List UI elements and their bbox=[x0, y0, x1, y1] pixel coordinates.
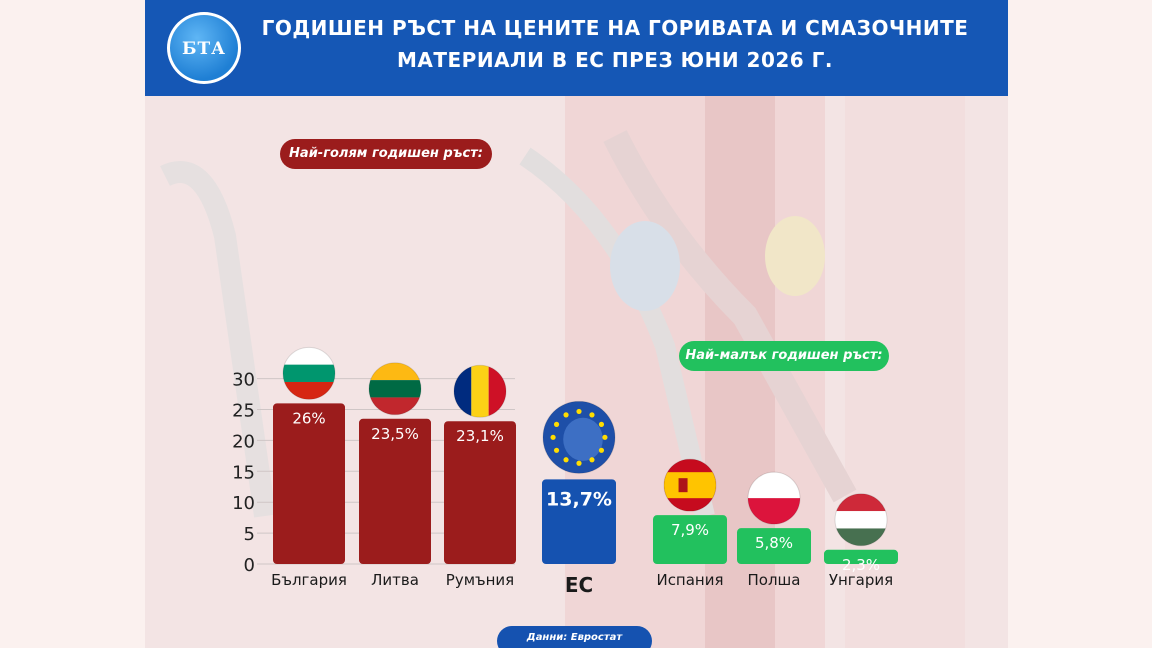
data-label: 26% bbox=[292, 409, 325, 427]
bar-lithuania bbox=[359, 418, 431, 564]
bar-poland bbox=[737, 528, 811, 564]
bar-romania bbox=[444, 421, 516, 564]
y-tick-label: 25 bbox=[232, 401, 255, 422]
spain-flag bbox=[663, 458, 717, 512]
x-tick-label: Румъния bbox=[446, 571, 514, 589]
bar-bulgaria bbox=[273, 403, 345, 564]
x-tick-label: ЕС bbox=[565, 573, 593, 597]
lowest-growth-callout: Най-малък годишен ръст: bbox=[679, 341, 889, 371]
bulgaria-flag bbox=[282, 346, 336, 400]
x-tick-label: България bbox=[271, 571, 347, 589]
x-tick-label: Унгария bbox=[829, 571, 893, 589]
y-tick-label: 0 bbox=[244, 555, 255, 576]
x-tick-label: Испания bbox=[656, 571, 723, 589]
x-tick-label: Полша bbox=[748, 571, 801, 589]
title-line-2: МАТЕРИАЛИ В ЕС ПРЕЗ ЮНИ 2026 Г. bbox=[397, 48, 833, 72]
y-tick-label: 15 bbox=[232, 462, 255, 483]
data-label: 2,3% bbox=[842, 556, 880, 574]
header-bar: БТА ГОДИШЕН РЪСТ НА ЦЕНИТЕ НА ГОРИВАТА И… bbox=[145, 0, 1008, 96]
data-label: 7,9% bbox=[671, 521, 709, 539]
fuel-pump-background bbox=[145, 96, 1008, 648]
data-label: 13,7% bbox=[546, 488, 612, 510]
eu-flag bbox=[542, 400, 616, 474]
x-tick-label: Литва bbox=[371, 571, 419, 589]
poland-flag bbox=[747, 471, 801, 525]
data-label: 23,5% bbox=[371, 425, 419, 443]
romania-flag bbox=[453, 364, 507, 418]
logo-text: БТА bbox=[181, 39, 227, 59]
data-label: 23,1% bbox=[456, 427, 504, 445]
lithuania-flag bbox=[368, 362, 422, 416]
data-label: 5,8% bbox=[755, 534, 793, 552]
page-title: ГОДИШЕН РЪСТ НА ЦЕНИТЕ НА ГОРИВАТА И СМА… bbox=[255, 12, 975, 76]
title-line-1: ГОДИШЕН РЪСТ НА ЦЕНИТЕ НА ГОРИВАТА И СМА… bbox=[261, 16, 969, 40]
source-badge: Данни: Евростат bbox=[497, 626, 652, 648]
y-tick-label: 20 bbox=[232, 431, 255, 452]
hungary-flag bbox=[834, 493, 888, 547]
y-tick-label: 10 bbox=[232, 493, 255, 514]
y-tick-label: 30 bbox=[232, 370, 255, 391]
bar-chart: 0 5 10 15 20 25 30 26% България 23,5% Литва 23,1% Ру… bbox=[232, 346, 898, 597]
y-tick-label: 5 bbox=[244, 524, 255, 545]
bar-eu bbox=[542, 479, 616, 564]
highest-growth-callout: Най-голям годишен ръст: bbox=[280, 139, 492, 169]
bta-logo: БТА bbox=[167, 12, 241, 84]
bar-hungary bbox=[824, 549, 898, 564]
infographic-panel: БТА ГОДИШЕН РЪСТ НА ЦЕНИТЕ НА ГОРИВАТА И… bbox=[145, 0, 1008, 648]
bar-spain bbox=[653, 515, 727, 564]
